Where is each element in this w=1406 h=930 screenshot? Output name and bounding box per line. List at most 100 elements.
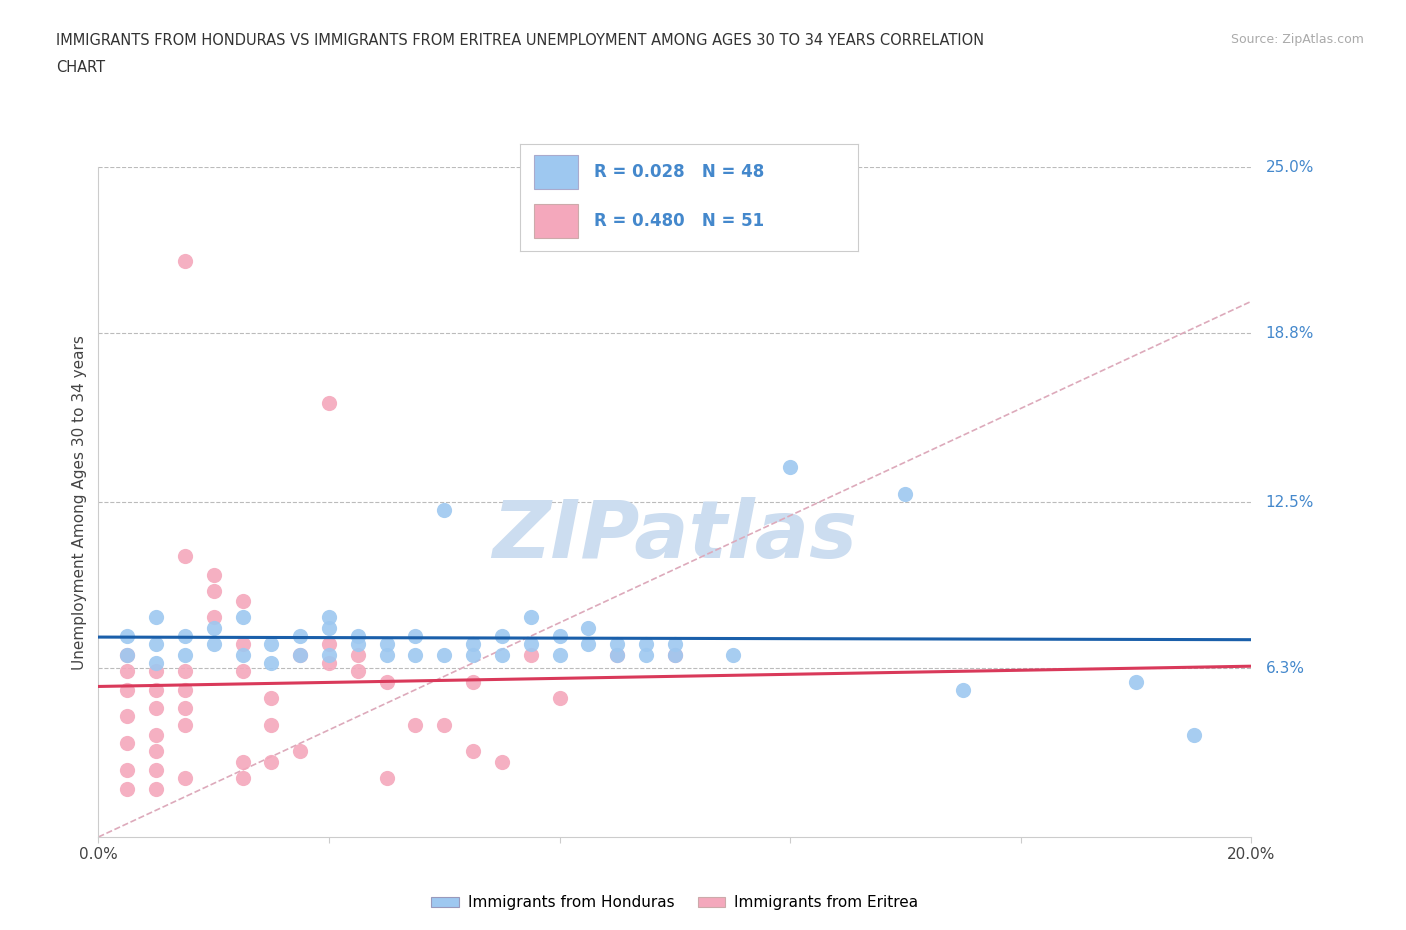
Point xyxy=(174,717,197,732)
Point xyxy=(375,647,398,662)
Point xyxy=(260,690,283,705)
Point xyxy=(202,620,225,635)
Point xyxy=(117,709,138,724)
Point xyxy=(491,647,513,662)
Point xyxy=(145,781,167,796)
Point xyxy=(260,656,283,671)
Text: ZIPatlas: ZIPatlas xyxy=(492,497,858,575)
Point xyxy=(202,637,225,652)
Text: 12.5%: 12.5% xyxy=(1265,495,1313,510)
Point xyxy=(461,674,484,689)
Y-axis label: Unemployment Among Ages 30 to 34 years: Unemployment Among Ages 30 to 34 years xyxy=(72,335,87,670)
Point xyxy=(461,637,484,652)
Point xyxy=(375,674,398,689)
Point xyxy=(952,683,974,698)
Point xyxy=(202,567,225,582)
Point xyxy=(145,663,167,678)
Point xyxy=(145,763,167,777)
Point xyxy=(548,690,571,705)
Point xyxy=(231,771,254,786)
Point xyxy=(491,754,513,769)
Point xyxy=(145,637,167,652)
Point xyxy=(117,781,138,796)
Point xyxy=(231,610,254,625)
Point xyxy=(578,637,600,652)
Point xyxy=(346,637,368,652)
Point xyxy=(520,610,543,625)
Point xyxy=(894,486,917,501)
Text: R = 0.028   N = 48: R = 0.028 N = 48 xyxy=(595,163,765,181)
Point xyxy=(290,744,312,759)
Text: 6.3%: 6.3% xyxy=(1265,660,1305,676)
Point xyxy=(664,637,686,652)
Point xyxy=(290,647,312,662)
Point xyxy=(174,701,197,716)
Point xyxy=(346,647,368,662)
Point xyxy=(117,763,138,777)
Point xyxy=(318,395,340,410)
Point xyxy=(174,647,197,662)
Text: IMMIGRANTS FROM HONDURAS VS IMMIGRANTS FROM ERITREA UNEMPLOYMENT AMONG AGES 30 T: IMMIGRANTS FROM HONDURAS VS IMMIGRANTS F… xyxy=(56,33,984,47)
Point xyxy=(636,647,658,662)
Point xyxy=(145,744,167,759)
Point xyxy=(578,620,600,635)
Point xyxy=(231,754,254,769)
FancyBboxPatch shape xyxy=(534,155,578,189)
Text: 18.8%: 18.8% xyxy=(1265,326,1313,341)
Point xyxy=(145,728,167,743)
Point xyxy=(433,503,456,518)
Point xyxy=(174,254,197,269)
Point xyxy=(664,647,686,662)
Point xyxy=(174,549,197,564)
Point xyxy=(174,629,197,644)
Point xyxy=(520,637,543,652)
Point xyxy=(1182,728,1205,743)
Point xyxy=(606,647,628,662)
Point xyxy=(174,683,197,698)
Point xyxy=(145,610,167,625)
Point xyxy=(174,771,197,786)
Point xyxy=(145,683,167,698)
Point xyxy=(290,629,312,644)
Point xyxy=(405,629,427,644)
Legend: Immigrants from Honduras, Immigrants from Eritrea: Immigrants from Honduras, Immigrants fro… xyxy=(425,889,925,916)
Point xyxy=(117,647,138,662)
Point xyxy=(779,460,801,475)
FancyBboxPatch shape xyxy=(534,204,578,238)
Point xyxy=(117,736,138,751)
Point xyxy=(520,647,543,662)
Point xyxy=(405,647,427,662)
Point xyxy=(318,647,340,662)
Point xyxy=(1125,674,1147,689)
Point xyxy=(461,744,484,759)
Point xyxy=(117,647,138,662)
Point xyxy=(664,647,686,662)
Text: 25.0%: 25.0% xyxy=(1265,160,1313,175)
Point xyxy=(231,637,254,652)
Point xyxy=(721,647,744,662)
Point xyxy=(202,583,225,598)
Point xyxy=(433,647,456,662)
Point xyxy=(375,637,398,652)
Point xyxy=(461,647,484,662)
Point xyxy=(117,663,138,678)
Point xyxy=(606,637,628,652)
Point xyxy=(231,594,254,609)
Point xyxy=(433,717,456,732)
Point xyxy=(548,647,571,662)
Point xyxy=(375,771,398,786)
Point xyxy=(636,637,658,652)
Point xyxy=(260,717,283,732)
Point xyxy=(318,620,340,635)
Text: Source: ZipAtlas.com: Source: ZipAtlas.com xyxy=(1230,33,1364,46)
Point xyxy=(548,629,571,644)
Point xyxy=(202,610,225,625)
Point xyxy=(145,701,167,716)
Point xyxy=(318,656,340,671)
Point xyxy=(290,647,312,662)
Point xyxy=(491,629,513,644)
Point xyxy=(405,717,427,732)
Point xyxy=(260,754,283,769)
Point xyxy=(174,663,197,678)
Text: CHART: CHART xyxy=(56,60,105,75)
